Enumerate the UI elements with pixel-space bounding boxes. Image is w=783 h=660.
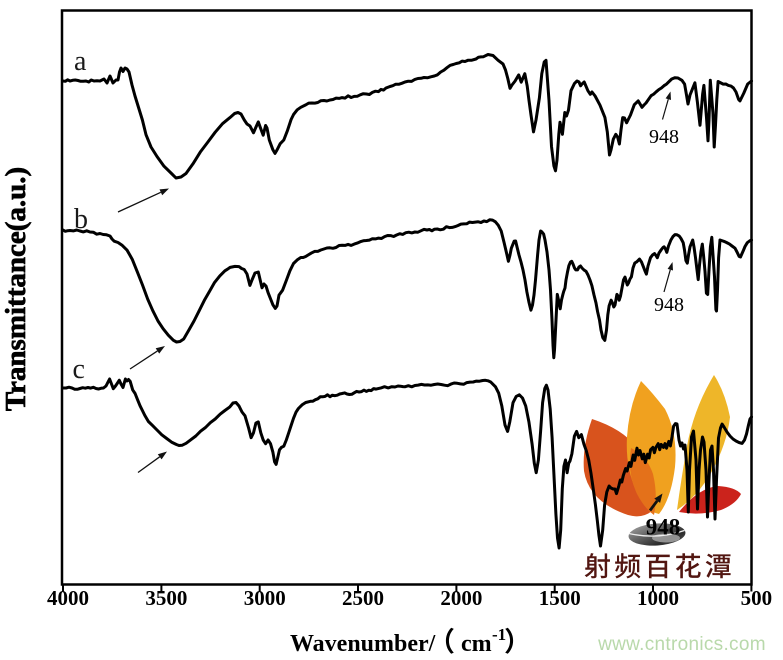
- svg-text:500: 500: [741, 586, 773, 610]
- svg-text:cm: cm: [461, 631, 492, 657]
- svg-text:c: c: [73, 354, 85, 385]
- svg-text:2500: 2500: [342, 586, 384, 610]
- svg-text:3000: 3000: [244, 586, 286, 610]
- svg-text:Wavenumber/: Wavenumber/: [290, 631, 436, 657]
- svg-text:948: 948: [646, 515, 681, 540]
- svg-text:2000: 2000: [440, 586, 482, 610]
- svg-text:-1: -1: [492, 625, 506, 644]
- svg-text:a: a: [74, 46, 87, 77]
- svg-text:Transmittance(a.u.): Transmittance(a.u.): [0, 167, 32, 411]
- svg-text:www.cntronics.com: www.cntronics.com: [597, 634, 766, 655]
- svg-text:1500: 1500: [539, 586, 581, 610]
- svg-text:3500: 3500: [145, 586, 187, 610]
- svg-text:1000: 1000: [637, 586, 679, 610]
- svg-text:b: b: [74, 204, 88, 235]
- svg-text:948: 948: [649, 126, 679, 148]
- svg-text:4000: 4000: [47, 586, 89, 610]
- svg-text:948: 948: [654, 294, 684, 316]
